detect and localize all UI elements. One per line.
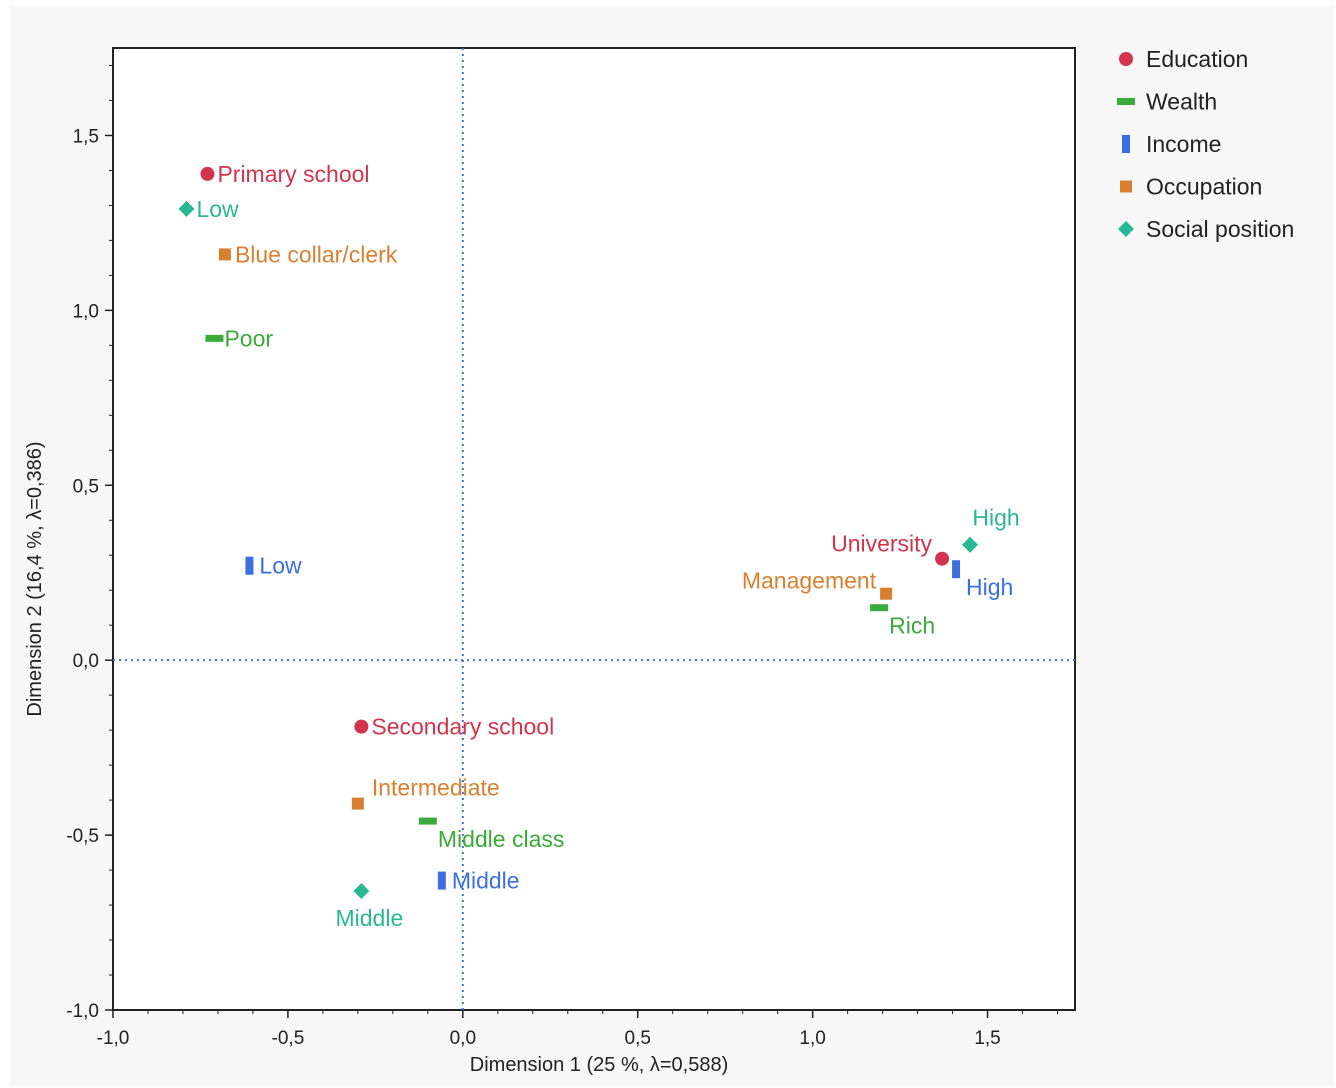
legend-marker	[1122, 135, 1130, 153]
legend-entry: Education	[1146, 46, 1248, 72]
data-label: Low	[259, 553, 302, 579]
x-tick-label: 0,0	[450, 1028, 476, 1049]
y-tick-label: 1,0	[73, 301, 99, 322]
data-point	[880, 587, 893, 600]
data-label: Primary school	[217, 161, 369, 187]
data-point	[952, 560, 961, 579]
legend-entry: Wealth	[1146, 89, 1217, 115]
data-label: Management	[742, 568, 877, 594]
data-label: University	[831, 531, 932, 557]
y-axis-title: Dimension 2 (16,4 %, λ=0,386)	[24, 441, 46, 716]
legend-marker	[1120, 180, 1132, 193]
x-tick-label: 1,5	[974, 1028, 1000, 1049]
legend-marker	[1118, 221, 1134, 237]
legend-entry: Income	[1146, 131, 1221, 157]
y-tick-label: 0,5	[73, 476, 99, 497]
y-tick-label: -0,5	[66, 826, 99, 847]
data-label: Poor	[224, 325, 273, 351]
legend: Education Wealth Income Occupation Social po…	[1117, 46, 1294, 242]
data-point	[245, 556, 254, 575]
plot-area	[112, 47, 1076, 1011]
x-tick-label: 1,0	[799, 1028, 825, 1049]
data-point	[353, 883, 370, 900]
data-point	[962, 536, 979, 553]
data-point	[354, 719, 369, 734]
data-point	[178, 200, 195, 217]
data-label: Rich	[889, 613, 935, 639]
data-label: Middle	[452, 868, 520, 894]
data-label: Blue collar/clerk	[235, 241, 398, 267]
x-tick-label: -1,0	[97, 1028, 130, 1049]
legend-entry: Occupation	[1146, 174, 1262, 200]
y-tick-label: -1,0	[66, 1001, 99, 1022]
x-tick-label: 0,5	[625, 1028, 651, 1049]
legend-marker	[1117, 98, 1135, 105]
x-tick-label: -0,5	[272, 1028, 305, 1049]
data-point	[870, 604, 889, 612]
data-label: Low	[196, 196, 239, 222]
legend-entry: Social position	[1146, 216, 1294, 242]
data-label: High	[966, 574, 1013, 600]
legend-marker	[1119, 52, 1133, 66]
data-point	[437, 871, 446, 890]
data-label: Middle	[335, 905, 403, 931]
data-point	[351, 797, 364, 810]
data-point	[935, 551, 950, 566]
y-tick-label: 0,0	[73, 651, 99, 672]
data-label: Middle class	[438, 826, 565, 852]
y-tick-label: 1,5	[73, 126, 99, 147]
data-point	[205, 334, 224, 342]
data-point	[200, 166, 215, 181]
data-label: Intermediate	[372, 775, 500, 801]
data-label: High	[972, 505, 1019, 531]
data-point	[418, 817, 437, 825]
data-label: Secondary school	[371, 714, 554, 740]
x-axis-title: Dimension 1 (25 %, λ=0,588)	[470, 1054, 728, 1076]
data-point	[218, 248, 231, 261]
